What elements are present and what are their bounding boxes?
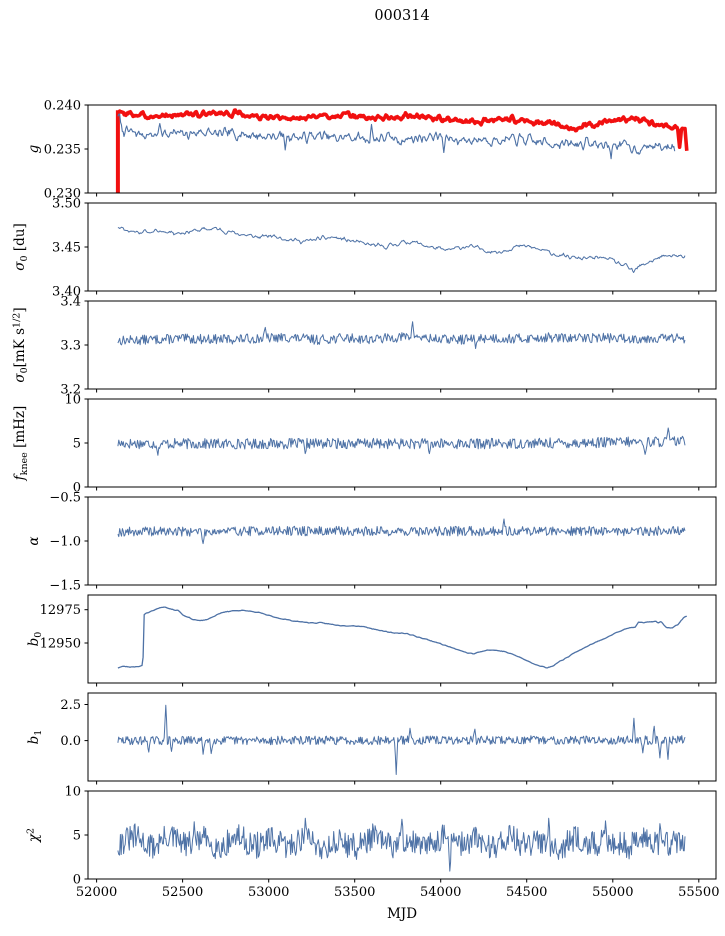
- series-g-smoothed: [116, 108, 689, 151]
- y-axis-label: σ0[mK s1/2]: [12, 307, 31, 382]
- panel-border: [87, 202, 717, 292]
- panel-alpha: −0.5 −1.0 −1.5 α: [26, 491, 717, 594]
- x-tick-label: 54000: [420, 885, 461, 900]
- x-tick-label: 55500: [678, 885, 719, 900]
- y-tick-label: 3.40: [52, 285, 81, 300]
- y-tick-label: 0: [73, 873, 81, 888]
- series-f-knee-line: [117, 427, 686, 456]
- y-axis-label: α: [26, 536, 42, 545]
- series-b0-line: [117, 606, 687, 669]
- x-tick-label: 54500: [506, 885, 547, 900]
- series-g-fit: [117, 113, 676, 160]
- x-tick-label: 52500: [162, 885, 203, 900]
- panel-b1: 2.5 0.0 b1: [26, 692, 717, 785]
- y-tick-label: 3.4: [60, 295, 81, 310]
- panel-border: [87, 594, 717, 684]
- y-tick-label: 3.3: [60, 339, 81, 354]
- panel-border: [87, 300, 717, 390]
- y-axis-label: χ2: [26, 828, 43, 843]
- series-sigma0-mK-line: [117, 321, 686, 349]
- y-tick-label: 5: [73, 829, 81, 844]
- y-tick-label: 0: [73, 481, 81, 496]
- panel-sigma0-mK: 3.4 3.3 3.2 σ0[mK s1/2]: [12, 295, 717, 398]
- series-sigma0-du-line: [117, 226, 686, 273]
- panel-border: [87, 496, 717, 586]
- y-tick-label: 3.50: [52, 197, 81, 212]
- series-b1-line: [117, 704, 686, 775]
- figure-title: 000314: [374, 8, 430, 24]
- x-tick-label: 52000: [76, 885, 117, 900]
- y-tick-label: 12950: [40, 637, 81, 652]
- y-tick-label: 3.2: [60, 383, 81, 398]
- y-axis-label: b1: [26, 730, 44, 745]
- y-tick-label: −1.5: [49, 579, 81, 594]
- x-tick-label: 55000: [592, 885, 633, 900]
- panel-border: [87, 692, 717, 782]
- y-tick-label: 12975: [40, 603, 81, 618]
- y-tick-label: −0.5: [49, 491, 81, 506]
- y-tick-label: 2.5: [60, 698, 81, 713]
- y-tick-label: 10: [64, 393, 81, 408]
- panel-sigma0-du: 3.50 3.45 3.40 σ0 [du]: [12, 197, 717, 300]
- y-tick-label: 0.240: [44, 99, 81, 114]
- y-axis-label: fknee [mHz]: [12, 406, 30, 482]
- x-tick-label: 53500: [334, 885, 375, 900]
- panel-f-knee: 10 5 0 fknee [mHz]: [12, 393, 717, 496]
- series-alpha-line: [117, 518, 686, 545]
- y-tick-label: 0.230: [44, 187, 81, 202]
- panel-border: [87, 790, 717, 880]
- y-tick-label: 10: [64, 785, 81, 800]
- y-tick-label: 0.0: [60, 734, 81, 749]
- panel-g: 0.240 0.235 0.230 g: [26, 99, 717, 202]
- y-tick-label: 3.45: [52, 241, 81, 256]
- panel-chi2: 52000 52500 53000 53500 54000 54500 55000 55500…: [26, 785, 720, 901]
- y-axis-label: σ0 [du]: [12, 223, 30, 270]
- mjd-axis-label: MJD: [387, 906, 417, 922]
- y-tick-label: 5: [73, 437, 81, 452]
- y-tick-label: 0.235: [44, 143, 81, 158]
- series-chi2-line: [117, 817, 686, 872]
- y-tick-label: −1.0: [49, 535, 81, 550]
- y-axis-label: g: [26, 144, 42, 153]
- y-axis-label: b0: [26, 632, 44, 647]
- x-tick-label: 53000: [248, 885, 289, 900]
